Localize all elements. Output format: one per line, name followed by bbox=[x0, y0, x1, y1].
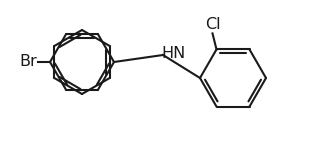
Text: Cl: Cl bbox=[205, 17, 220, 32]
Text: Br: Br bbox=[19, 54, 37, 69]
Text: HN: HN bbox=[161, 46, 186, 62]
